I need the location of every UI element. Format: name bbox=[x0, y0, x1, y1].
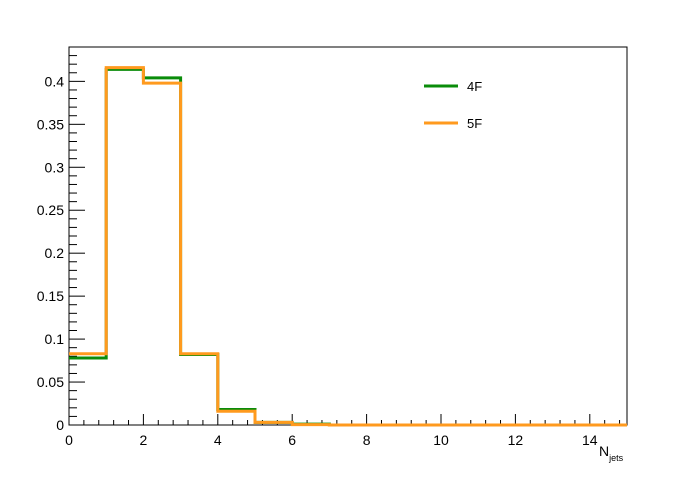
y-tick-label: 0.1 bbox=[45, 331, 65, 347]
y-tick-label: 0.4 bbox=[45, 73, 65, 89]
series-line-4F bbox=[69, 67, 627, 427]
x-tick-label: 14 bbox=[582, 432, 598, 448]
x-tick-label: 4 bbox=[214, 432, 222, 448]
axis-ticks: 0 2 4 6 8 10 12 14 0 0.05 0.1 0.15 0.2 0.25 0.3 0.35 0.4 bbox=[37, 46, 621, 448]
x-tick-label: 10 bbox=[433, 432, 449, 448]
legend-label-5F: 5F bbox=[467, 116, 482, 131]
y-tick-label: 0.3 bbox=[45, 159, 65, 175]
series-line-5F bbox=[69, 66, 627, 427]
y-tick-label: 0.35 bbox=[37, 116, 64, 132]
x-tick-label: 2 bbox=[140, 432, 148, 448]
x-axis-label-main: N bbox=[599, 443, 609, 459]
y-tick-label: 0.2 bbox=[45, 245, 65, 261]
y-tick-label: 0.05 bbox=[37, 374, 64, 390]
legend: 4F 5F bbox=[424, 79, 482, 131]
y-tick-label: 0.25 bbox=[37, 202, 64, 218]
series-layer bbox=[69, 66, 627, 427]
x-axis-label: Njets bbox=[599, 443, 624, 463]
x-tick-label: 8 bbox=[363, 432, 371, 448]
y-tick-label: 0.15 bbox=[37, 288, 64, 304]
legend-label-4F: 4F bbox=[467, 79, 482, 94]
x-tick-label: 0 bbox=[65, 432, 73, 448]
x-tick-label: 12 bbox=[508, 432, 524, 448]
x-tick-label: 6 bbox=[288, 432, 296, 448]
x-axis-label-sub: jets bbox=[608, 453, 624, 463]
y-tick-label: 0 bbox=[56, 417, 64, 433]
plot-frame bbox=[68, 46, 628, 426]
